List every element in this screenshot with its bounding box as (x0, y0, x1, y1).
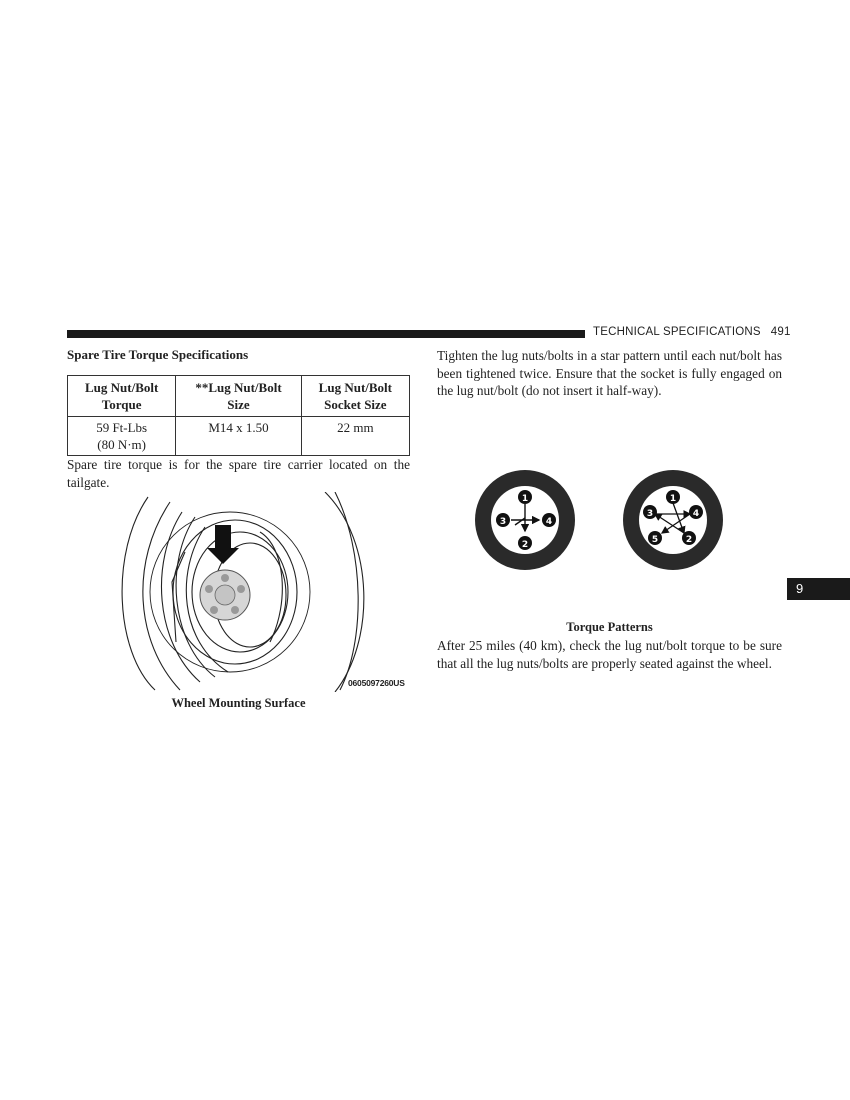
lug-number: 3 (500, 517, 506, 527)
table-header-cell: Lug Nut/Bolt Socket Size (300, 375, 411, 417)
header-rule (67, 330, 585, 338)
lug-number: 4 (546, 517, 552, 527)
spare-torque-paragraph: Spare tire torque is for the spare tire … (67, 457, 410, 490)
lug-number: 5 (652, 535, 658, 545)
lug-number: 2 (686, 535, 692, 545)
running-header: TECHNICAL SPECIFICATIONS 491 (593, 326, 791, 338)
wheel-hub (199, 569, 251, 621)
four-lug-pattern: 1 2 3 4 (475, 470, 575, 570)
table-row: 59 Ft-Lbs (80 N·m) M14 x 1.50 22 mm (66, 416, 411, 456)
torque-patterns-illustration: 1 2 3 4 1 2 3 4 5 (475, 470, 723, 570)
section-title: Spare Tire Torque Specifications (67, 347, 249, 362)
table-header-row: Lug Nut/Bolt Torque **Lug Nut/Bolt Size Lu… (66, 375, 411, 417)
down-arrow-icon (207, 525, 239, 564)
table-header-cell: **Lug Nut/Bolt Size (175, 375, 302, 417)
lug-number: 3 (647, 509, 653, 519)
torque-spec-table: Lug Nut/Bolt Torque **Lug Nut/Bolt Size Lu… (66, 375, 411, 456)
after-miles-paragraph: After 25 miles (40 km), check the lug nu… (437, 638, 782, 671)
table-cell-torque: 59 Ft-Lbs (80 N·m) (66, 416, 177, 456)
lug-number: 1 (522, 494, 528, 504)
five-lug-pattern: 1 2 3 4 5 (623, 470, 723, 570)
page-number: 491 (770, 326, 791, 338)
figure-code: 0605097260US (348, 678, 405, 688)
lug-number: 1 (670, 494, 676, 504)
lug-number: 4 (693, 509, 699, 519)
table-cell-size: M14 x 1.50 (175, 416, 302, 456)
wheel-mounting-illustration (121, 492, 365, 692)
table-header-cell: Lug Nut/Bolt Torque (66, 375, 177, 417)
tighten-instructions-paragraph: Tighten the lug nuts/bolts in a star pat… (437, 348, 782, 398)
table-cell-socket: 22 mm (300, 416, 411, 456)
chapter-tab: 9 (787, 578, 850, 600)
lug-number: 2 (522, 540, 528, 550)
wheel-mounting-caption: Wheel Mounting Surface (171, 696, 306, 710)
header-section-title: TECHNICAL SPECIFICATIONS (593, 326, 761, 338)
torque-patterns-caption: Torque Patterns (566, 620, 653, 634)
